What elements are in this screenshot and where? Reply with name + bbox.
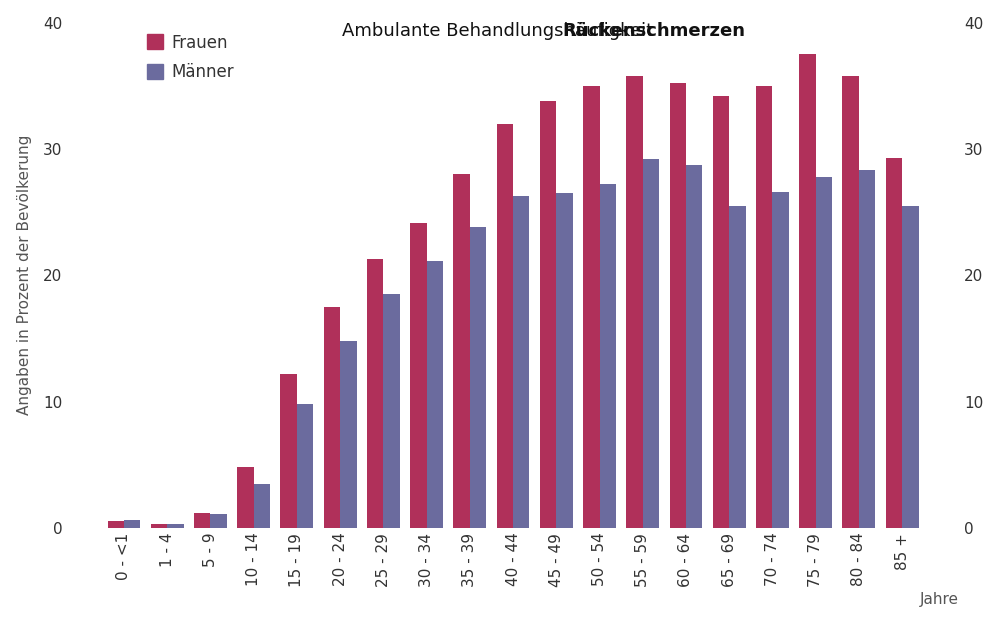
Bar (799, 54, 816, 528)
Bar (108, 522, 124, 528)
Bar (513, 196, 529, 528)
Bar (643, 159, 659, 528)
Bar (470, 227, 486, 528)
Y-axis label: Angaben in Prozent der Bevölkerung: Angaben in Prozent der Bevölkerung (17, 135, 32, 416)
Bar (816, 177, 832, 528)
Bar (772, 192, 789, 528)
Bar (600, 184, 616, 528)
Legend: Frauen, Männer: Frauen, Männer (147, 34, 234, 81)
Bar (902, 206, 919, 528)
Bar (686, 165, 702, 528)
Bar (713, 96, 729, 528)
Bar (324, 307, 340, 528)
Bar (497, 124, 513, 528)
Bar (151, 524, 167, 528)
Bar (756, 86, 772, 528)
Bar (670, 83, 686, 528)
Bar (583, 86, 600, 528)
Text: Rückenschmerzen: Rückenschmerzen (562, 22, 745, 40)
Bar (556, 193, 573, 528)
Bar (427, 261, 443, 528)
Bar (886, 158, 902, 528)
Bar (540, 101, 556, 528)
Bar (340, 341, 357, 528)
Bar (297, 404, 313, 528)
Bar (626, 76, 643, 528)
Bar (859, 170, 875, 528)
Bar (210, 514, 227, 528)
Bar (383, 294, 400, 528)
Bar (194, 513, 210, 528)
Bar (237, 467, 254, 528)
Bar (254, 484, 270, 528)
Bar (280, 374, 297, 528)
Bar (453, 174, 470, 528)
Bar (729, 206, 746, 528)
Bar (167, 524, 184, 528)
Bar (410, 223, 427, 528)
X-axis label: Jahre: Jahre (920, 592, 959, 607)
Bar (124, 520, 140, 528)
Bar (842, 76, 859, 528)
Bar (367, 259, 383, 528)
Text: Ambulante Behandlungshäufigkeit: Ambulante Behandlungshäufigkeit (342, 22, 658, 40)
